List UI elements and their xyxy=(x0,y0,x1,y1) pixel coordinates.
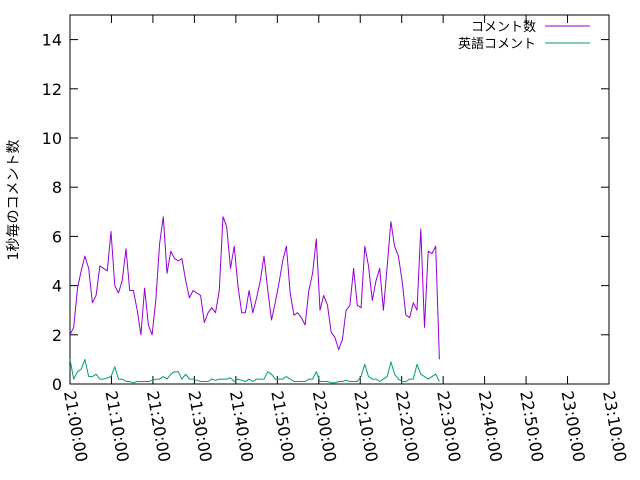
x-tick-label: 21:40:00 xyxy=(226,389,257,463)
x-tick-label: 22:30:00 xyxy=(433,389,464,463)
x-tick-label: 21:50:00 xyxy=(267,389,298,463)
x-tick-label: 21:30:00 xyxy=(184,389,215,463)
y-tick-label: 6 xyxy=(52,227,62,246)
series-line-1 xyxy=(69,216,440,360)
y-tick-label: 4 xyxy=(52,277,62,296)
y-tick-label: 0 xyxy=(52,375,62,394)
y-tick-label: 14 xyxy=(42,31,62,50)
x-tick-label: 22:40:00 xyxy=(475,389,506,463)
x-tick-label: 21:10:00 xyxy=(102,389,133,463)
series-line-2 xyxy=(69,358,440,384)
x-tick-label: 21:00:00 xyxy=(60,389,91,463)
legend-label-2: 英語コメント xyxy=(458,36,536,52)
x-tick-label: 21:20:00 xyxy=(143,389,174,463)
axes: 0 2 4 6 8 10 12 14 21:00:00 21:10:00 21:20:00 21:30… xyxy=(42,14,630,463)
y-tick-label: 10 xyxy=(42,129,62,148)
legend-label-1: コメント数 xyxy=(471,20,536,35)
plot-frame xyxy=(69,14,610,385)
x-tick-label: 22:10:00 xyxy=(350,389,381,463)
x-tick-label: 23:00:00 xyxy=(558,389,589,463)
x-tick-label: 22:20:00 xyxy=(392,389,423,463)
y-tick-label: 2 xyxy=(52,326,62,345)
y-axis-label: 1秒毎のコメント数 xyxy=(6,140,22,261)
y-tick-label: 8 xyxy=(52,178,62,197)
x-tick-label: 22:50:00 xyxy=(516,389,547,463)
series-lines xyxy=(69,216,440,384)
y-tick-label: 12 xyxy=(42,80,62,99)
x-tick-label: 22:00:00 xyxy=(309,389,340,463)
x-tick-label: 23:10:00 xyxy=(599,389,630,463)
